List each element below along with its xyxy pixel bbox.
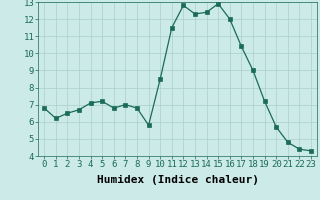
X-axis label: Humidex (Indice chaleur): Humidex (Indice chaleur) bbox=[97, 175, 259, 185]
